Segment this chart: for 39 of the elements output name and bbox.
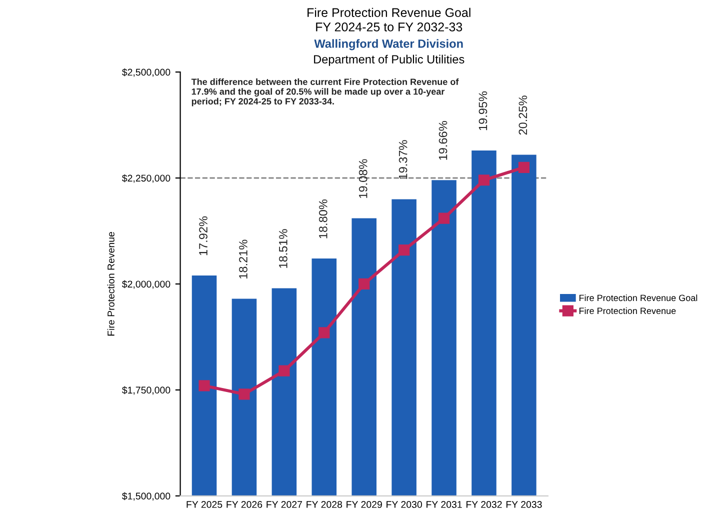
x-tick-label: FY 2030 <box>386 501 422 508</box>
annotation: 17.92% <box>199 216 208 256</box>
point <box>318 327 330 338</box>
annotation: 18.51% <box>278 229 288 268</box>
annotation: 18.21% <box>239 240 248 278</box>
annotation: The difference between the current Fire Protection Revenue of 17.9% and the goal of 20.5% will be made up over a 10-year period; FY 2024-25 to FY 2033-34. <box>191 78 459 106</box>
x-tick-label: FY 2026 <box>226 501 262 508</box>
x-tick-label: FY 2033 <box>506 501 542 508</box>
y-axis-title: Fire Protection Revenue <box>107 232 114 336</box>
point <box>398 244 410 256</box>
y-tick-label: $2,500,000 <box>122 68 170 77</box>
annotation: 19.37% <box>398 140 408 179</box>
point <box>358 278 370 290</box>
y-tick-label: $2,250,000 <box>122 174 170 183</box>
y-tick-label: $1,750,000 <box>122 386 170 395</box>
point <box>438 212 450 224</box>
chart-subtitle: Wallingford Water Division <box>314 39 463 50</box>
chart-title: Fire Protection Revenue Goal FY 2024-25 to FY 2032-33 <box>308 8 470 32</box>
annotation: 19.95% <box>478 91 488 130</box>
x-tick-label: FY 2032 <box>466 501 502 508</box>
text: Department of Public Utilities <box>314 54 464 66</box>
point <box>478 174 490 186</box>
x-tick-label: FY 2031 <box>426 501 462 508</box>
legend-label: Fire Protection Revenue <box>579 307 676 314</box>
annotation: 18.80% <box>318 199 328 238</box>
x-tick-label: FY 2027 <box>266 501 302 508</box>
point <box>198 380 210 392</box>
annotation: 19.66% <box>438 121 448 160</box>
annotation: 19.08% <box>358 159 368 198</box>
annotation: 20.25% <box>518 96 528 135</box>
point <box>278 365 290 376</box>
x-tick-label: FY 2028 <box>306 501 342 508</box>
x-tick-label: FY 2025 <box>186 501 222 508</box>
y-tick-label: $1,500,000 <box>122 492 170 501</box>
x-tick-label: FY 2029 <box>346 501 382 508</box>
point <box>518 162 530 173</box>
y-tick-label: $2,000,000 <box>122 280 170 289</box>
point <box>238 388 250 400</box>
legend-label: Fire Protection Revenue Goal <box>579 294 698 302</box>
